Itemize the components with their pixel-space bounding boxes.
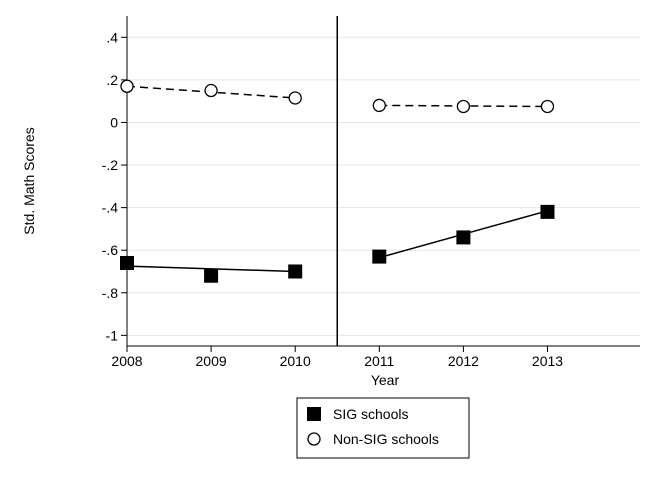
x-tick-label: 2010	[280, 353, 311, 369]
y-tick-label: -.8	[102, 285, 119, 301]
data-point-nonsig-1	[204, 83, 218, 98]
data-point-sig-5	[540, 204, 555, 219]
x-axis-title: Year	[371, 372, 400, 388]
legend-label: SIG schools	[333, 406, 408, 422]
y-tick-label: 0	[110, 114, 118, 130]
y-tick-label: -.2	[102, 157, 119, 173]
y-tick-label: .4	[106, 29, 118, 45]
legend-marker-square	[307, 407, 321, 421]
x-tick-label: 2013	[532, 353, 563, 369]
y-tick-label: -1	[106, 327, 119, 343]
data-point-sig-0	[120, 255, 134, 270]
legend-box	[296, 397, 470, 459]
data-point-sig-4	[456, 230, 471, 245]
y-tick-label: -.6	[102, 242, 119, 258]
data-point-sig-1	[204, 268, 219, 283]
grid-layer	[127, 36, 640, 336]
x-tick-label: 2008	[111, 353, 142, 369]
labels-layer: .4 .2 0 -.2 -.4 -.6 -.8 -1 2008 2009 2010 2011 2012 2…	[21, 29, 563, 388]
legend-label: Non-SIG schools	[333, 431, 439, 447]
y-axis-title: Std. Math Scores	[21, 127, 37, 234]
y-tick-label: -.4	[102, 200, 119, 216]
data-point-nonsig-3	[372, 98, 386, 113]
markers-layer	[120, 79, 555, 283]
y-tick-label: .2	[106, 72, 118, 88]
data-point-nonsig-5	[540, 99, 555, 114]
data-point-nonsig-4	[456, 99, 471, 114]
x-tick-label: 2009	[196, 353, 227, 369]
legend: SIG schools Non-SIG schools	[296, 397, 470, 459]
data-point-sig-3	[372, 249, 387, 264]
x-tick-label: 2011	[364, 353, 394, 369]
axes-layer	[121, 16, 640, 352]
data-point-nonsig-2	[288, 91, 302, 105]
legend-marker-circle	[307, 432, 321, 446]
x-tick-label: 2012	[448, 353, 479, 369]
data-point-nonsig-0	[120, 79, 134, 93]
data-point-sig-2	[288, 264, 303, 279]
